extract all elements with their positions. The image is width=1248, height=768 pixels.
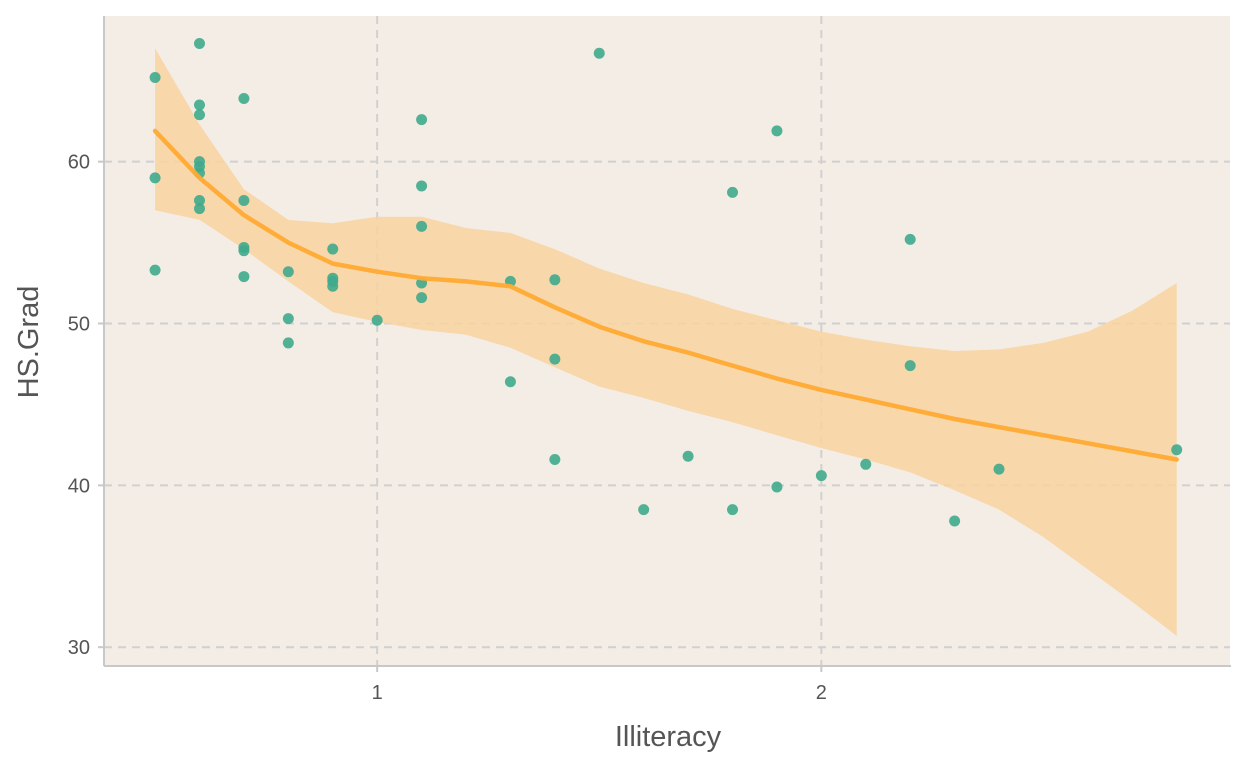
y-tick-label: 30 (68, 637, 90, 659)
data-point (549, 453, 561, 465)
data-point (904, 233, 916, 245)
x-tick-label: 1 (372, 682, 383, 704)
x-axis-title: Illiteracy (615, 721, 722, 753)
data-point (193, 38, 205, 50)
data-point (771, 481, 783, 493)
y-tick-label: 60 (68, 152, 90, 174)
data-point (416, 114, 428, 126)
data-point (193, 195, 205, 207)
data-point (282, 266, 294, 278)
data-point (638, 504, 650, 516)
y-axis-title: HS.Grad (13, 286, 45, 399)
data-points (149, 38, 1183, 527)
data-point (1171, 444, 1183, 456)
data-point (727, 504, 739, 516)
data-point (149, 264, 161, 276)
y-tick-label: 50 (68, 314, 90, 336)
data-point (371, 314, 383, 326)
y-tick-label: 40 (68, 475, 90, 497)
data-point (771, 125, 783, 137)
smooth-line (152, 128, 1179, 462)
confidence-band-layer (155, 48, 1177, 636)
data-point (416, 220, 428, 232)
data-point (682, 450, 694, 462)
data-point (504, 376, 516, 388)
smooth-line-layer (152, 128, 1179, 462)
data-point (149, 172, 161, 184)
data-point (193, 109, 205, 121)
data-point (815, 470, 827, 482)
data-point (416, 292, 428, 304)
data-point (593, 47, 605, 59)
data-point (149, 72, 161, 84)
data-point (238, 245, 250, 257)
data-point (327, 280, 339, 292)
data-point (282, 313, 294, 325)
tick-labels: 30 40 50 60 1 2 (68, 152, 827, 704)
confidence-band (155, 48, 1177, 636)
data-point (904, 360, 916, 372)
data-point (727, 186, 739, 198)
data-point (193, 203, 205, 215)
data-point (238, 271, 250, 283)
x-tick-label: 2 (816, 682, 827, 704)
data-point (416, 180, 428, 192)
data-point (193, 99, 205, 111)
data-point (949, 515, 961, 527)
data-point (860, 458, 872, 470)
data-point (327, 243, 339, 255)
data-point (549, 274, 561, 286)
data-point (282, 337, 294, 349)
data-point (238, 93, 250, 105)
data-point (993, 463, 1005, 475)
data-point (238, 195, 250, 207)
axes (103, 16, 1231, 667)
data-point (549, 353, 561, 365)
